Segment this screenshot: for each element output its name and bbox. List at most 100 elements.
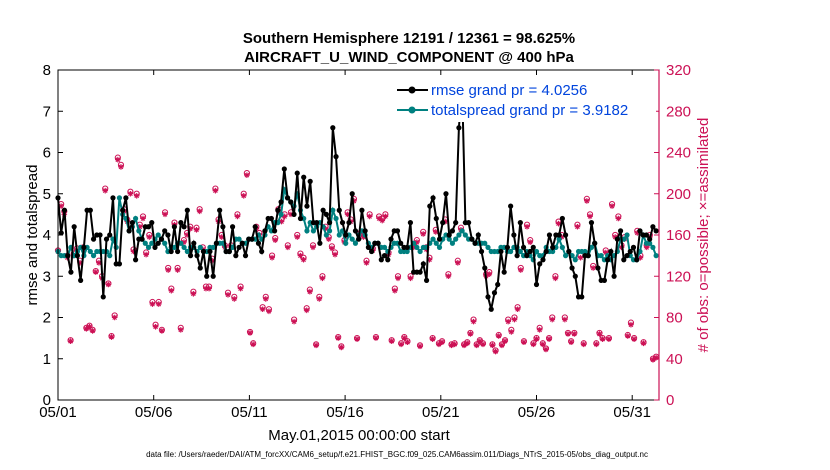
right-y-tick-label: 240 (666, 145, 691, 162)
totalspread-point (210, 244, 216, 250)
rmse-point (184, 207, 190, 213)
totalspread-point (533, 248, 540, 255)
obs-assimilated-marker (360, 234, 367, 240)
rmse-point (423, 277, 430, 283)
rmse-point (178, 220, 184, 226)
rmse-point (466, 220, 472, 226)
totalspread-point (132, 215, 139, 222)
obs-assimilated-marker (297, 252, 304, 259)
obs-assimilated-marker (448, 342, 455, 349)
obs-assimilated-marker (432, 229, 439, 235)
totalspread-point (145, 244, 152, 250)
obs-assimilated-marker (590, 265, 596, 271)
rmse-point (191, 240, 197, 246)
totalspread-point (336, 232, 342, 238)
obs-assimilated-marker (250, 341, 256, 348)
totalspread-point (563, 253, 569, 259)
obs-assimilated-marker (401, 335, 408, 341)
obs-assimilated-marker (237, 285, 244, 292)
obs-assimilated-marker (571, 331, 578, 337)
rmse-point (343, 232, 349, 238)
obs-assimilated-marker (278, 218, 285, 225)
totalspread-point (381, 244, 388, 250)
obs-assimilated-marker (461, 342, 467, 349)
totalspread-point (550, 248, 556, 255)
obs-assimilated-marker (439, 339, 445, 346)
obs-assimilated-marker (206, 285, 212, 292)
totalspread-point (116, 195, 123, 201)
left-y-tick-label: 7 (43, 103, 51, 120)
rmse-point (527, 248, 533, 255)
rmse-point (556, 232, 562, 238)
obs-assimilated-marker (244, 172, 250, 178)
obs-assimilated-marker (429, 336, 436, 342)
rmse-point (123, 195, 129, 201)
chart-title-line2: AIRCRAFT_U_WIND_COMPONENT @ 400 hPa (244, 49, 574, 66)
right-y-tick-label: 280 (666, 103, 691, 120)
obs-assimilated-marker (379, 217, 386, 224)
rmse-point (268, 215, 274, 222)
rmse-point (149, 220, 155, 226)
rmse-point (210, 273, 216, 279)
rmse-point (508, 203, 514, 209)
obs-assimilated-marker (300, 256, 307, 263)
totalspread-point (508, 248, 514, 255)
obs-assimilated-marker (354, 336, 360, 342)
rmse-point (213, 240, 220, 246)
rmse-point (145, 224, 152, 230)
rmse-point (81, 244, 87, 250)
rmse-point (595, 265, 601, 271)
obs-assimilated-marker (514, 306, 521, 313)
rmse-point (520, 244, 527, 250)
obs-assimilated-marker (574, 223, 581, 230)
totalspread-point (323, 232, 329, 238)
obs-assimilated-marker (546, 336, 552, 342)
obs-assimilated-marker (332, 251, 338, 258)
rmse-point (165, 232, 171, 238)
obs-assimilated-marker (624, 333, 631, 339)
obs-assimilated-marker (533, 336, 540, 342)
rmse-point (58, 230, 64, 236)
rmse-point (78, 277, 84, 283)
rmse-point (103, 236, 110, 242)
left-y-tick-label: 4 (43, 227, 51, 244)
obs-assimilated-marker (319, 275, 326, 282)
obs-assimilated-marker (539, 341, 546, 348)
obs-assimilated-marker (291, 318, 297, 325)
obs-assimilated-marker (562, 316, 568, 323)
right-y-tick-label: 0 (666, 392, 674, 409)
obs-assimilated-marker (486, 271, 493, 277)
obs-assimilated-marker (543, 346, 549, 353)
obs-assimilated-marker (634, 230, 641, 236)
obs-assimilated-marker (77, 260, 83, 266)
rmse-point (650, 224, 656, 230)
obs-assimilated-marker (404, 339, 411, 346)
obs-assimilated-marker (225, 292, 231, 298)
rmse-point (420, 261, 426, 267)
obs-assimilated-marker (455, 260, 461, 266)
rmse-point (550, 244, 556, 250)
rmse-point (501, 269, 507, 275)
rmse-point (369, 248, 375, 255)
totalspread-point (433, 240, 439, 246)
totalspread-point (588, 244, 595, 250)
rmse-point (394, 228, 401, 234)
obs-assimilated-marker (285, 244, 291, 251)
totalspread-point (107, 253, 113, 259)
totalspread-point (482, 240, 488, 246)
totalspread-point (197, 244, 203, 250)
rmse-point (110, 195, 116, 201)
rmse-point (71, 224, 77, 230)
obs-count-markers (54, 154, 660, 363)
rmse-point (294, 170, 300, 176)
obs-assimilated-marker (146, 234, 153, 240)
obs-assimilated-marker (177, 327, 184, 333)
rmse-point (579, 294, 585, 300)
right-y-tick-label: 40 (666, 351, 683, 368)
rmse-point (430, 195, 436, 201)
rmse-point (326, 220, 333, 226)
obs-assimilated-marker (218, 234, 225, 240)
obs-assimilated-marker (288, 211, 294, 218)
totalspread-point (181, 244, 187, 250)
obs-assimilated-marker (555, 220, 562, 227)
